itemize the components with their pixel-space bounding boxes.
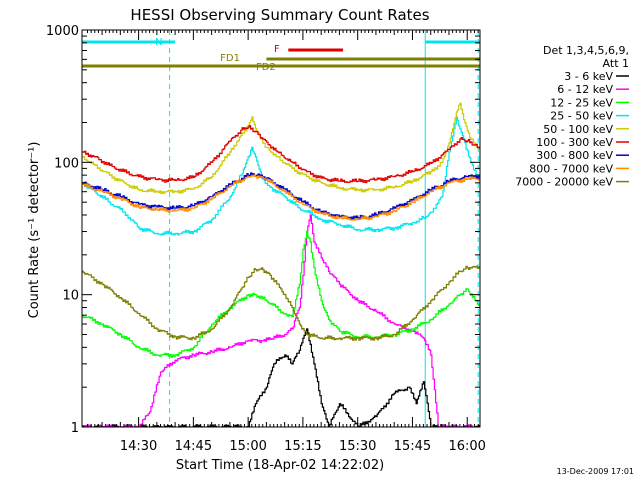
x-tick-label-5: 15:45	[394, 439, 431, 454]
series-line-5	[82, 125, 480, 184]
legend-header-line1: Det 1,3,4,5,6,9,	[543, 44, 629, 57]
x-tick-label-2: 15:00	[229, 439, 266, 454]
series-line-8	[82, 265, 480, 341]
x-tick-label-6: 16:00	[448, 439, 485, 454]
flag-label-F: F	[274, 44, 280, 55]
series-group	[82, 102, 480, 427]
legend-label-6: 300 - 800 keV	[536, 149, 613, 162]
axis-ticks: 1 10 100 1000 14:30 14:45 15:00 15:15 15:30 15:45…	[46, 24, 486, 454]
y-axis-label: Count Rate (s⁻¹ detector⁻¹)	[27, 142, 42, 319]
legend-label-1: 6 - 12 keV	[557, 83, 613, 96]
legend-label-0: 3 - 6 keV	[564, 70, 613, 83]
y-tick-label-2: 100	[54, 156, 79, 171]
y-tick-label-1: 10	[62, 289, 79, 304]
legend-label-2: 12 - 25 keV	[550, 96, 613, 109]
legend-header-line2: Att 1	[603, 57, 629, 70]
x-axis-label: Start Time (18-Apr-02 14:22:02)	[176, 458, 384, 473]
legend-label-5: 100 - 300 keV	[536, 136, 613, 149]
series-line-6	[82, 172, 480, 220]
x-tick-label-1: 14:45	[175, 439, 212, 454]
y-tick-label-3: 1000	[46, 24, 79, 39]
footer-date: 13-Dec-2009 17:01	[557, 467, 634, 476]
flag-label-N: N	[155, 37, 162, 48]
chart-title: HESSI Observing Summary Count Rates	[130, 6, 429, 24]
y-tick-label-0: 1	[71, 421, 79, 436]
legend-label-7: 800 - 7000 keV	[529, 162, 613, 175]
legend-label-3: 25 - 50 keV	[550, 110, 613, 123]
series-line-7	[82, 174, 480, 221]
series-line-3	[82, 116, 480, 236]
flag-bars: N F FD1 FD2	[82, 37, 480, 73]
legend-label-8: 7000 - 20000 keV	[515, 176, 613, 189]
flag-label-FD1: FD1	[220, 53, 240, 64]
legend-label-4: 50 - 100 keV	[543, 123, 613, 136]
x-tick-label-0: 14:30	[120, 439, 157, 454]
series-line-0	[82, 328, 480, 427]
series-line-1	[82, 214, 480, 427]
flag-label-FD2: FD2	[256, 62, 276, 73]
x-tick-label-4: 15:30	[339, 439, 376, 454]
series-line-4	[82, 102, 480, 195]
night-lines	[169, 30, 479, 427]
series-line-2	[82, 230, 480, 358]
x-tick-label-3: 15:15	[284, 439, 321, 454]
